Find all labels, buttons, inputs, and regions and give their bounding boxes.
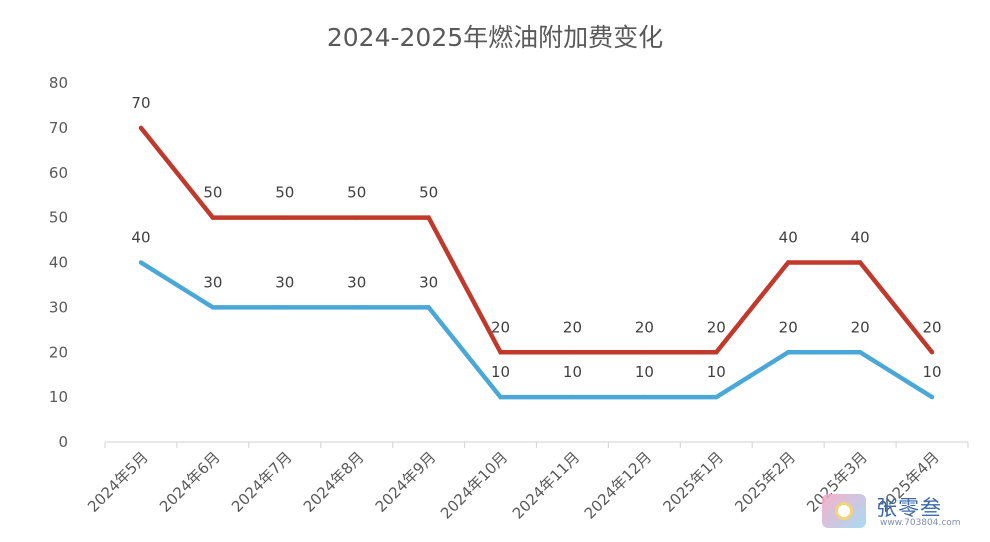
data-label: 20 [563,318,582,336]
y-tick-label: 40 [49,254,68,272]
series-1-point [786,350,791,355]
y-tick-label: 30 [49,298,68,316]
series-1-point [138,260,144,265]
series-1-point [426,305,431,310]
data-label: 20 [779,318,798,336]
series-0-point [570,350,575,355]
series-0-point [426,215,431,220]
series-1-point [498,394,503,400]
data-label: 50 [347,184,366,202]
chart-title: 2024-2025年燃油附加费变化 [326,23,664,52]
x-tick-label: 2024年7月 [228,448,296,516]
data-label: 20 [922,318,941,336]
series-1-point [857,350,863,355]
data-label: 10 [491,363,510,381]
series-1-point [282,305,287,310]
x-tick-label: 2024年5月 [84,448,152,516]
data-label: 30 [347,273,366,291]
data-label: 10 [635,363,654,381]
series-1-point [929,394,935,400]
watermark: 张零叁 www.703804.com [822,490,972,532]
data-label: 50 [203,184,222,202]
data-label: 20 [707,318,726,336]
data-label: 20 [851,318,870,336]
series-0-point [138,125,144,131]
y-tick-label: 20 [49,343,68,361]
series-1-point [210,305,216,310]
data-label: 30 [419,273,438,291]
series-0-point [714,350,719,355]
watermark-text: 张零叁 [876,496,942,520]
x-tick-label: 2024年11月 [509,448,583,522]
data-label: 40 [779,229,798,247]
watermark-logo-icon [822,494,866,528]
data-label: 40 [851,229,870,247]
y-tick-label: 50 [49,209,68,227]
series-0-point [929,350,935,355]
series-line-1 [139,260,934,400]
x-tick-label: 2025年1月 [659,448,727,516]
x-tick-label: 2024年9月 [372,448,440,516]
data-label: 20 [635,318,654,336]
x-tick-label: 2024年10月 [437,448,511,522]
series-0-point [354,215,359,220]
data-label: 20 [491,318,510,336]
series-1-point [570,394,575,400]
data-label: 10 [563,363,582,381]
y-tick-label: 0 [58,433,68,451]
data-label: 10 [707,363,726,381]
y-tick-label: 60 [49,164,68,182]
series-0-point [642,350,647,355]
y-tick-label: 80 [49,74,68,92]
data-label: 50 [275,184,294,202]
series-1-point [642,394,647,400]
series-0-point [282,215,287,220]
data-label: 70 [131,94,150,112]
data-label: 40 [131,229,150,247]
x-tick-label: 2024年6月 [156,448,224,516]
data-label: 10 [922,363,941,381]
series-1-point [354,305,359,310]
series-0-point [786,260,791,265]
series-0-point [857,260,863,265]
series-0-point [498,350,503,355]
y-tick-label: 70 [49,119,68,137]
data-label: 30 [275,273,294,291]
data-label: 50 [419,184,438,202]
watermark-sub: www.703804.com [880,518,961,528]
x-tick-label: 2024年8月 [300,448,368,516]
series-0-point [210,215,216,220]
data-label: 30 [203,273,222,291]
x-tick-label: 2024年12月 [581,448,655,522]
x-tick-label: 2025年2月 [731,448,799,516]
y-tick-label: 10 [49,388,68,406]
series-line-0 [139,126,934,355]
series-1-point [714,394,719,400]
